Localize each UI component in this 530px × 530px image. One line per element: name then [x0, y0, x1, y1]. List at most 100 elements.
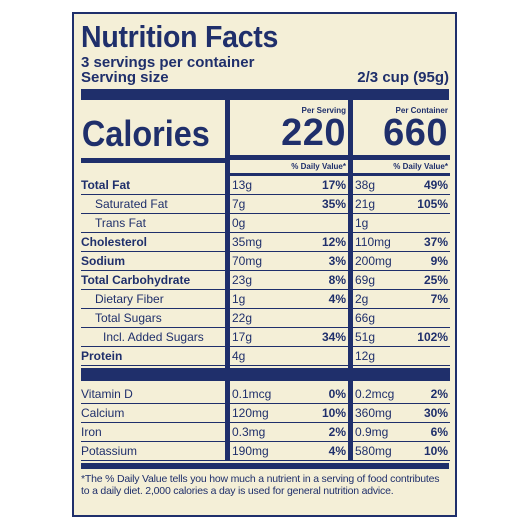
per-container-amount: 0.9mg: [355, 425, 389, 439]
column-separator: [225, 214, 230, 233]
calories-rule: [353, 155, 450, 160]
calories-rule: [230, 155, 348, 160]
thick-divider: [81, 89, 449, 100]
column-separator: [348, 309, 353, 328]
column-separator: [348, 176, 353, 195]
per-container-cell: 69g 25%: [353, 271, 450, 290]
column-separator: [225, 442, 230, 461]
column-separator: [348, 233, 353, 252]
dv-header-serving: % Daily Value*: [291, 162, 346, 171]
per-container-daily-value: 30%: [423, 406, 448, 420]
per-serving-amount: 23g: [232, 273, 253, 287]
per-serving-cell: 35mg 12%: [230, 233, 348, 252]
per-container-column: Per Container 660 % Daily Value*: [353, 100, 450, 176]
section-bar: [81, 366, 450, 385]
per-container-daily-value: 10%: [423, 444, 448, 458]
nutrient-name: Total Sugars: [81, 309, 225, 328]
per-serving-cell: 1g 4%: [230, 290, 348, 309]
per-container-cell: 2g 7%: [353, 290, 450, 309]
per-container-cell: 110mg 37%: [353, 233, 450, 252]
per-container-amount: 51g: [355, 330, 376, 344]
column-separator: [348, 290, 353, 309]
per-serving-cell: 13g 17%: [230, 176, 348, 195]
nutrient-name: Calcium: [81, 404, 225, 423]
label-title: Nutrition Facts: [81, 19, 279, 54]
footnote-divider: [81, 463, 449, 469]
per-serving-amount: 7g: [232, 197, 246, 211]
servings-per-container: 3 servings per container: [81, 54, 255, 71]
per-container-cell: 1g: [353, 214, 450, 233]
column-separator: [348, 271, 353, 290]
per-serving-daily-value: 34%: [321, 330, 346, 344]
per-container-amount: 21g: [355, 197, 376, 211]
column-separator: [348, 404, 353, 423]
serving-size-value: 2/3 cup (95g): [357, 69, 449, 86]
column-separator: [225, 385, 230, 404]
per-serving-daily-value: 2%: [328, 425, 346, 439]
footnote: *The % Daily Value tells you how much a …: [81, 473, 440, 497]
per-container-daily-value: 6%: [430, 425, 448, 439]
per-container-daily-value: 102%: [417, 330, 448, 344]
per-container-cell: 38g 49%: [353, 176, 450, 195]
per-container-amount: 12g: [355, 349, 376, 363]
column-separator: [225, 252, 230, 271]
nutrient-name: Trans Fat: [81, 214, 225, 233]
per-serving-cell: 190mg 4%: [230, 442, 348, 461]
per-container-amount: 2g: [355, 292, 369, 306]
column-separator: [348, 385, 353, 404]
per-serving-amount: 120mg: [232, 406, 269, 420]
per-serving-amount: 35mg: [232, 235, 263, 249]
dv-rule: [230, 173, 348, 176]
per-serving-amount: 70mg: [232, 254, 263, 268]
calories-cell: Calories: [81, 100, 225, 176]
column-separator: [225, 328, 230, 347]
per-serving-daily-value: 10%: [321, 406, 346, 420]
per-serving-cell: 120mg 10%: [230, 404, 348, 423]
per-serving-amount: 0.3mg: [232, 425, 266, 439]
per-container-amount: 360mg: [355, 406, 392, 420]
column-separator: [225, 271, 230, 290]
nutrient-name: Protein: [81, 347, 225, 366]
per-serving-cell: 0.3mg 2%: [230, 423, 348, 442]
per-container-amount: 66g: [355, 311, 376, 325]
per-serving-amount: 4g: [232, 349, 246, 363]
per-container-amount: 38g: [355, 178, 376, 192]
per-serving-cell: 17g 34%: [230, 328, 348, 347]
per-container-amount: 200mg: [355, 254, 392, 268]
dv-rule: [353, 173, 450, 176]
nutrient-name: Potassium: [81, 442, 225, 461]
per-serving-cell: 70mg 3%: [230, 252, 348, 271]
column-separator: [225, 290, 230, 309]
per-container-daily-value: 37%: [423, 235, 448, 249]
per-container-cell: 200mg 9%: [353, 252, 450, 271]
column-separator: [348, 100, 353, 176]
per-serving-amount: 22g: [232, 311, 253, 325]
per-serving-column: Per Serving 220 % Daily Value*: [230, 100, 348, 176]
per-serving-cell: 22g: [230, 309, 348, 328]
column-separator: [348, 442, 353, 461]
per-serving-cell: 7g 35%: [230, 195, 348, 214]
per-container-cell: 0.2mcg 2%: [353, 385, 450, 404]
column-separator: [348, 252, 353, 271]
per-container-amount: 110mg: [355, 235, 391, 249]
nutrient-name: Saturated Fat: [81, 195, 225, 214]
section-bar-segment: [230, 368, 348, 381]
per-serving-label: Per Serving: [301, 106, 346, 115]
per-serving-cell: 0.1mcg 0%: [230, 385, 348, 404]
nutrient-name: Cholesterol: [81, 233, 225, 252]
per-container-cell: 0.9mg 6%: [353, 423, 450, 442]
per-container-daily-value: 2%: [430, 387, 448, 401]
per-serving-daily-value: 12%: [321, 235, 346, 249]
column-separator: [225, 404, 230, 423]
per-container-amount: 69g: [355, 273, 376, 287]
nutrient-table: Total Fat 13g 17% 38g 49% Saturated Fat 7g 35% 2…: [81, 176, 450, 366]
per-serving-cell: 0g: [230, 214, 348, 233]
dv-header-container: % Daily Value*: [393, 162, 448, 171]
nutrient-name: Incl. Added Sugars: [81, 328, 225, 347]
nutrient-name: Iron: [81, 423, 225, 442]
column-separator: [225, 100, 230, 176]
per-container-daily-value: 7%: [430, 292, 448, 306]
per-container-cell: 580mg 10%: [353, 442, 450, 461]
per-container-daily-value: 25%: [423, 273, 448, 287]
per-serving-daily-value: 35%: [321, 197, 346, 211]
